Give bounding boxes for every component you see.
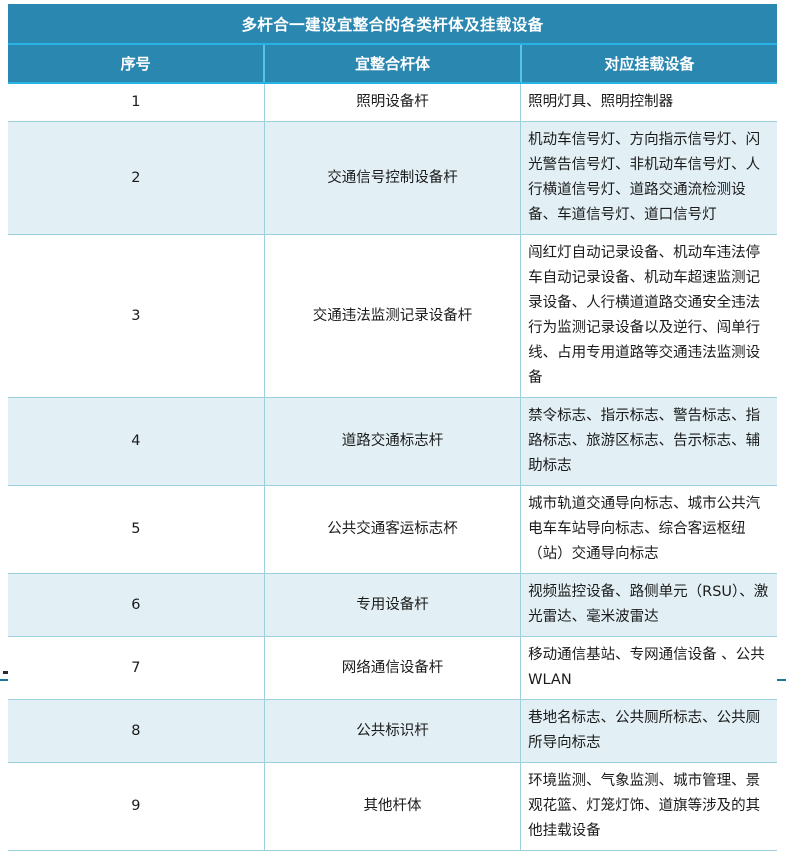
cell-index: 7: [8, 636, 265, 700]
cell-pole: 其他杆体: [264, 762, 522, 851]
cell-devices: 移动通信基站、专网通信设备 、公共 WLAN: [520, 636, 777, 700]
cell-index: 9: [8, 762, 265, 851]
cell-index: 3: [8, 234, 265, 398]
table-title: 多杆合一建设宜整合的各类杆体及挂载设备: [8, 4, 777, 45]
column-header-devices: 对应挂载设备: [520, 44, 777, 84]
table-title-row: 多杆合一建设宜整合的各类杆体及挂载设备: [8, 4, 777, 45]
cell-index: 2: [8, 121, 265, 235]
column-header-index: 序号: [8, 44, 266, 84]
pole-integration-table-container: 多杆合一建设宜整合的各类杆体及挂载设备 序号 宜整合杆体 对应挂载设备 1 照明设…: [8, 4, 777, 851]
scan-artifact-pixel: [3, 671, 8, 674]
cell-pole: 专用设备杆: [264, 573, 522, 637]
table-row: 2 交通信号控制设备杆 机动车信号灯、方向指示信号灯、闪光警告信号灯、非机动车信号灯…: [8, 121, 777, 235]
cell-pole: 公共交通客运标志杯: [264, 485, 522, 574]
table-body: 1 照明设备杆 照明灯具、照明控制器 2 交通信号控制设备杆 机动车信号灯、方向指示信号灯…: [8, 83, 777, 851]
cell-devices: 机动车信号灯、方向指示信号灯、闪光警告信号灯、非机动车信号灯、人行横道信号灯、道…: [520, 121, 777, 235]
table-row: 4 道路交通标志杆 禁令标志、指示标志、警告标志、指路标志、旅游区标志、告示标志、辅…: [8, 397, 777, 486]
pole-integration-table: 多杆合一建设宜整合的各类杆体及挂载设备 序号 宜整合杆体 对应挂载设备 1 照明设…: [8, 4, 777, 851]
cell-pole: 照明设备杆: [264, 83, 522, 122]
table-row: 3 交通违法监测记录设备杆 闯红灯自动记录设备、机动车违法停车自动记录设备、机动车超…: [8, 234, 777, 398]
cell-devices: 城市轨道交通导向标志、城市公共汽电车车站导向标志、综合客运枢纽（站）交通导向标志: [520, 485, 777, 574]
table-head: 多杆合一建设宜整合的各类杆体及挂载设备 序号 宜整合杆体 对应挂载设备: [8, 4, 777, 84]
cell-devices: 闯红灯自动记录设备、机动车违法停车自动记录设备、机动车超速监测记录设备、人行横道…: [520, 234, 777, 398]
table-row: 8 公共标识杆 巷地名标志、公共厕所标志、公共厕所导向标志: [8, 699, 777, 763]
cell-index: 5: [8, 485, 265, 574]
table-row: 7 网络通信设备杆 移动通信基站、专网通信设备 、公共 WLAN: [8, 636, 777, 700]
cell-pole: 交通信号控制设备杆: [264, 121, 522, 235]
table-row: 5 公共交通客运标志杯 城市轨道交通导向标志、城市公共汽电车车站导向标志、综合客运枢…: [8, 485, 777, 574]
table-row: 9 其他杆体 环境监测、气象监测、城市管理、景观花篮、灯笼灯饰、道旗等涉及的其他挂载…: [8, 762, 777, 851]
cell-pole: 公共标识杆: [264, 699, 522, 763]
cell-devices: 禁令标志、指示标志、警告标志、指路标志、旅游区标志、告示标志、辅助标志: [520, 397, 777, 486]
cell-devices: 照明灯具、照明控制器: [520, 83, 777, 122]
cell-index: 1: [8, 83, 265, 122]
column-header-pole: 宜整合杆体: [264, 44, 522, 84]
table-row: 6 专用设备杆 视频监控设备、路侧单元（RSU）、激光雷达、毫米波雷达: [8, 573, 777, 637]
cell-pole: 网络通信设备杆: [264, 636, 522, 700]
table-header-row: 序号 宜整合杆体 对应挂载设备: [8, 44, 777, 84]
cell-index: 8: [8, 699, 265, 763]
cell-pole: 道路交通标志杆: [264, 397, 522, 486]
cell-devices: 视频监控设备、路侧单元（RSU）、激光雷达、毫米波雷达: [520, 573, 777, 637]
cell-index: 4: [8, 397, 265, 486]
table-row: 1 照明设备杆 照明灯具、照明控制器: [8, 83, 777, 122]
cell-devices: 环境监测、气象监测、城市管理、景观花篮、灯笼灯饰、道旗等涉及的其他挂载设备: [520, 762, 777, 851]
document-page: 多杆合一建设宜整合的各类杆体及挂载设备 序号 宜整合杆体 对应挂载设备 1 照明设…: [0, 4, 786, 851]
cell-index: 6: [8, 573, 265, 637]
cell-devices: 巷地名标志、公共厕所标志、公共厕所导向标志: [520, 699, 777, 763]
cell-pole: 交通违法监测记录设备杆: [264, 234, 522, 398]
